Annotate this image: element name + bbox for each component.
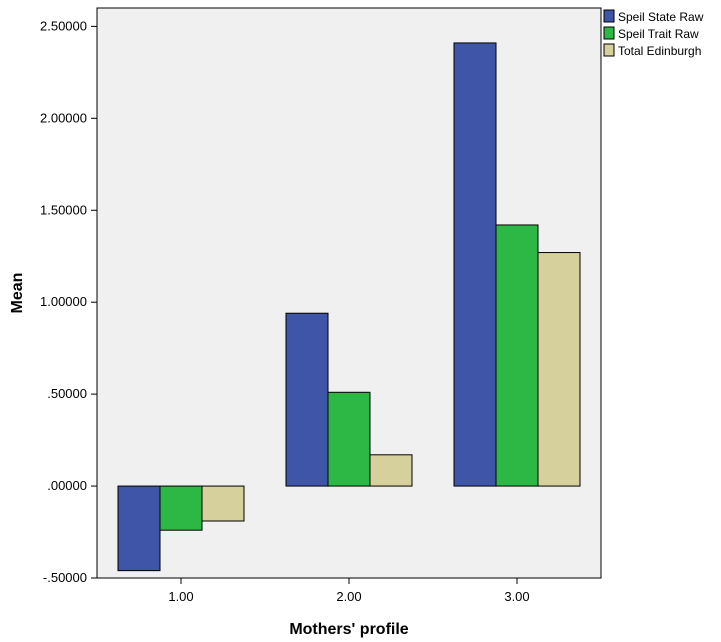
legend-swatch [603,26,615,40]
x-tick-label: 1.00 [168,589,193,604]
bar-total-edinburgh-1 [201,485,245,522]
bar-speil-state-raw-1 [117,485,161,572]
x-tick-label: 3.00 [504,589,529,604]
y-tick-label: .50000 [47,386,87,401]
legend-swatch [603,43,615,57]
bar-speil-trait-raw-1 [159,485,203,531]
y-tick-label: 2.50000 [40,18,87,33]
y-tick-label: 2.00000 [40,110,87,125]
legend-swatch [603,9,615,23]
x-axis-title: Mothers' profile [289,621,408,638]
legend-label: Total Edinburgh [618,44,701,58]
bar-speil-trait-raw-3 [495,224,539,487]
bars-group [117,42,581,572]
y-axis: -.50000 .00000 .50000 1.00000 1.50000 2.00000… [40,18,97,585]
legend-label: Speil State Raw [618,10,704,24]
x-tick-label: 2.00 [336,589,361,604]
bar-total-edinburgh-2 [369,454,413,487]
bar-speil-state-raw-2 [285,312,329,487]
y-axis-title: Mean [9,273,26,314]
y-tick-label: 1.50000 [40,202,87,217]
x-axis: 1.00 2.00 3.00 [168,578,530,604]
y-tick-label: 1.00000 [40,294,87,309]
bar-total-edinburgh-3 [537,252,581,487]
bar-speil-trait-raw-2 [327,391,371,487]
y-tick-label: -.50000 [43,570,87,585]
y-tick-label: .00000 [47,478,87,493]
bar-speil-state-raw-3 [453,42,497,487]
legend-label: Speil Trait Raw [618,27,699,41]
legend: Speil State Raw Speil Trait Raw Total Edin… [603,9,704,58]
